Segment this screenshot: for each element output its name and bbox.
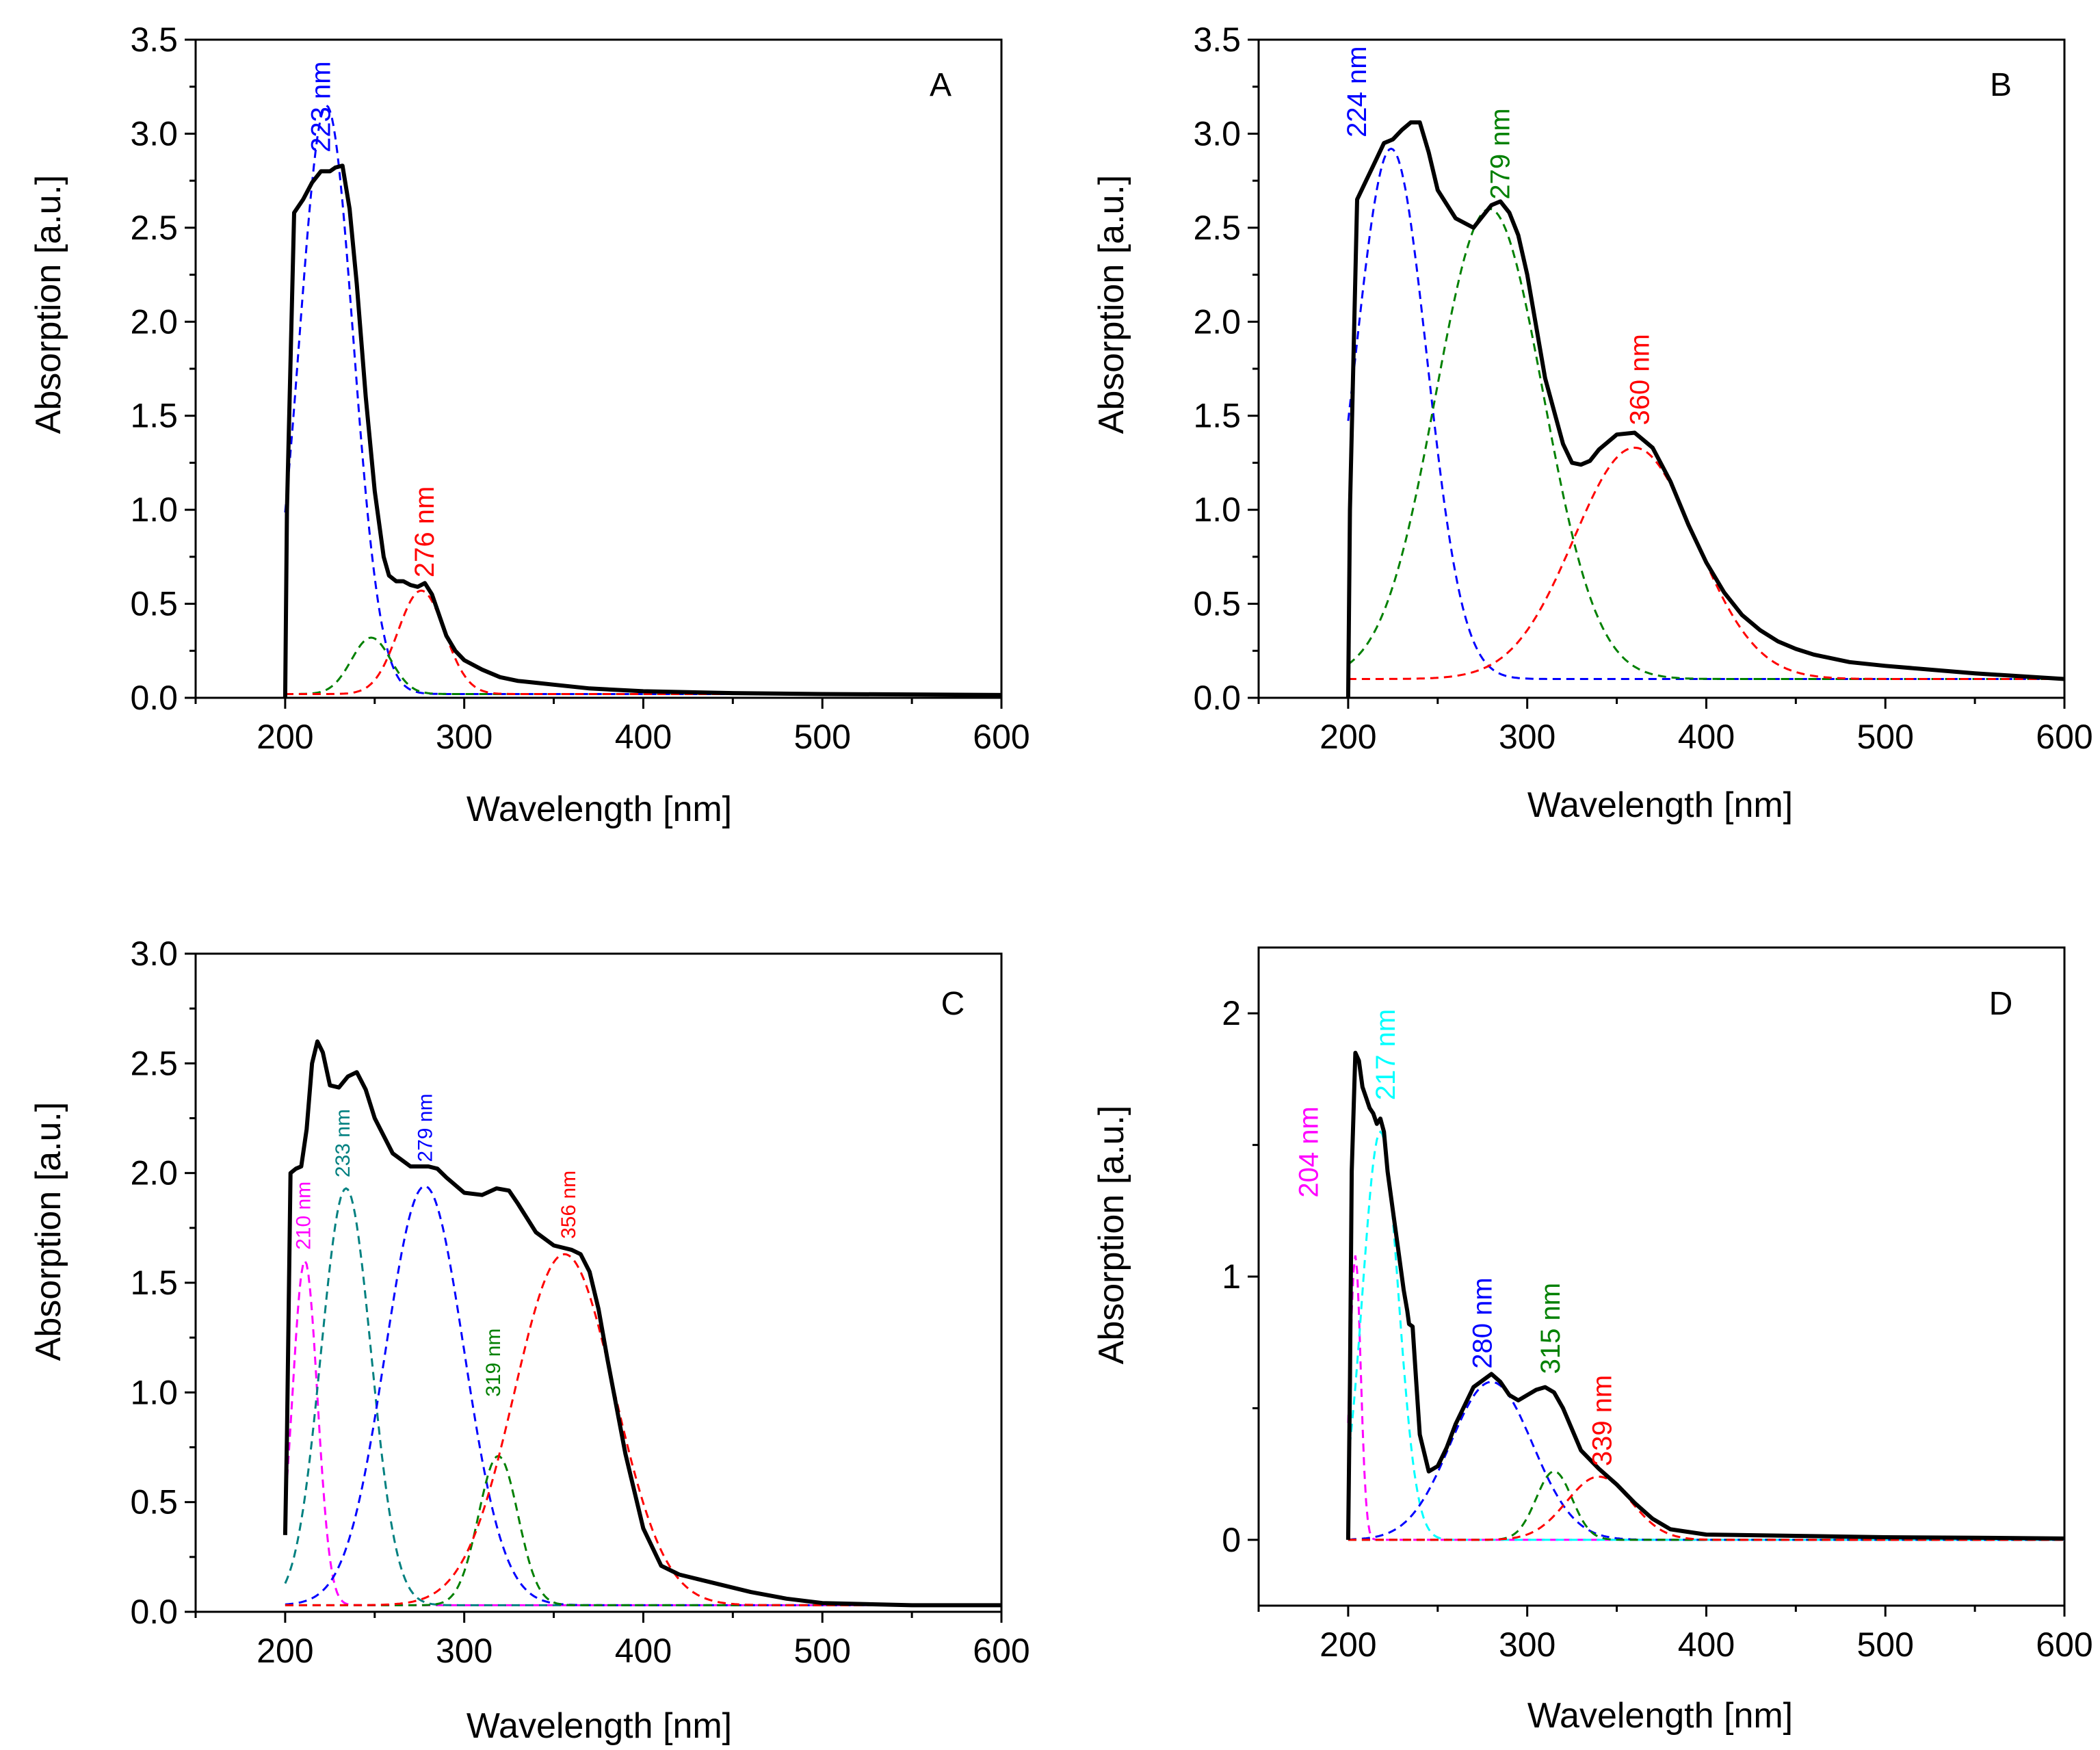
y-tick-label: 0.5 xyxy=(1193,585,1241,623)
panel-label: D xyxy=(1989,986,2013,1022)
x-tick-label: 500 xyxy=(1857,1625,1914,1664)
y-axis-label: Absorption [a.u.] xyxy=(29,1102,68,1361)
y-tick-label: 2.5 xyxy=(130,1044,178,1082)
y-tick-label: 3.5 xyxy=(1193,21,1241,59)
y-tick-label: 1.5 xyxy=(130,1264,178,1302)
chart-panel-d: D Absorption [a.u.] Wavelength [nm] 200 3… xyxy=(1092,946,2093,1736)
peak-annotation: 276 nm xyxy=(410,486,440,577)
peak-annotation: 279 nm xyxy=(1486,108,1516,199)
measured-spectrum-line xyxy=(1346,120,2064,698)
y-tick-label: 2.0 xyxy=(1193,302,1241,341)
x-axis-label: Wavelength [nm] xyxy=(467,789,732,829)
peak-annotation: 360 nm xyxy=(1625,334,1655,425)
y-tick-label: 0.0 xyxy=(1193,679,1241,717)
x-tick-label: 500 xyxy=(1857,718,1914,756)
x-tick-label: 400 xyxy=(1678,718,1735,756)
y-axis-label: Absorption [a.u.] xyxy=(1092,1106,1131,1365)
x-tick-label: 400 xyxy=(1678,1625,1735,1664)
peak-annotation: 217 nm xyxy=(1371,1009,1401,1100)
peak-annotation: 280 nm xyxy=(1467,1277,1497,1368)
y-tick-label: 1 xyxy=(1222,1257,1241,1296)
peak-annotation: 279 nm xyxy=(415,1094,437,1162)
y-tick-label: 2.0 xyxy=(130,1154,178,1192)
y-axis-label: Absorption [a.u.] xyxy=(29,175,68,434)
panel-label: A xyxy=(930,67,951,103)
y-tick-label: 3.0 xyxy=(130,935,178,973)
y-tick-label: 1.5 xyxy=(130,397,178,435)
x-tick-label: 200 xyxy=(1320,718,1376,756)
chart-panel-b: B Absorption [a.u.] Wavelength [nm] 200 3… xyxy=(1092,21,2093,825)
x-tick-label: 600 xyxy=(2036,1625,2092,1664)
panel-label: B xyxy=(1990,67,2012,103)
y-tick-label: 0.0 xyxy=(130,1593,178,1631)
x-tick-label: 200 xyxy=(257,1632,313,1670)
peak-annotation: 224 nm xyxy=(1342,46,1372,137)
peak-annotation: 204 nm xyxy=(1294,1106,1324,1197)
component-curve xyxy=(1348,1475,2064,1541)
x-tick-label: 200 xyxy=(1320,1625,1376,1664)
measured-spectrum-line xyxy=(1346,1050,2064,1541)
y-tick-label: 2.5 xyxy=(130,209,178,247)
peak-annotation: 356 nm xyxy=(557,1171,580,1239)
y-tick-label: 0.5 xyxy=(130,585,178,623)
y-tick-label: 0.5 xyxy=(130,1483,178,1522)
y-tick-label: 3.5 xyxy=(130,21,178,59)
x-tick-label: 300 xyxy=(1499,1625,1556,1664)
peak-annotation: 210 nm xyxy=(293,1181,315,1250)
x-tick-label: 200 xyxy=(257,718,313,756)
peak-annotation: 223 nm xyxy=(306,61,336,152)
x-axis-label: Wavelength [nm] xyxy=(1527,1696,1793,1736)
panel-label: C xyxy=(941,986,965,1022)
x-axis-label: Wavelength [nm] xyxy=(467,1706,732,1746)
x-tick-label: 400 xyxy=(615,718,672,756)
x-tick-label: 400 xyxy=(615,1632,672,1670)
x-axis-label: Wavelength [nm] xyxy=(1527,785,1793,825)
y-tick-label: 2 xyxy=(1222,994,1241,1032)
y-tick-label: 0.0 xyxy=(130,679,178,717)
y-tick-label: 1.0 xyxy=(130,491,178,529)
x-tick-label: 600 xyxy=(973,1632,1029,1670)
measured-spectrum-line xyxy=(283,1039,1001,1608)
y-tick-label: 3.0 xyxy=(130,114,178,153)
x-tick-label: 600 xyxy=(2036,718,2092,756)
chart-panel-a: A Absorption [a.u.] Wavelength [nm] 200 3… xyxy=(29,21,1030,829)
measured-spectrum-line xyxy=(283,164,1001,698)
x-tick-label: 300 xyxy=(1499,718,1556,756)
y-axis-label: Absorption [a.u.] xyxy=(1092,175,1131,434)
x-tick-label: 300 xyxy=(436,1632,493,1670)
y-tick-label: 1.0 xyxy=(130,1373,178,1411)
y-tick-label: 2.5 xyxy=(1193,209,1241,247)
y-tick-label: 1.0 xyxy=(1193,491,1241,529)
x-tick-label: 500 xyxy=(794,1632,851,1670)
x-tick-label: 500 xyxy=(794,718,851,756)
x-tick-label: 600 xyxy=(973,718,1029,756)
y-tick-label: 3.0 xyxy=(1193,114,1241,153)
peak-annotation: 233 nm xyxy=(332,1109,354,1177)
peak-annotation: 319 nm xyxy=(482,1329,505,1397)
peak-annotation: 315 nm xyxy=(1536,1283,1566,1374)
component-curve xyxy=(1347,207,2064,680)
y-tick-label: 2.0 xyxy=(130,302,178,341)
chart-panel-c: C Absorption [a.u.] Wavelength [nm] 200 3… xyxy=(29,935,1030,1746)
peak-annotation: 339 nm xyxy=(1588,1375,1618,1466)
y-tick-label: 0 xyxy=(1222,1521,1241,1559)
y-tick-label: 1.5 xyxy=(1193,397,1241,435)
x-tick-label: 300 xyxy=(436,718,493,756)
